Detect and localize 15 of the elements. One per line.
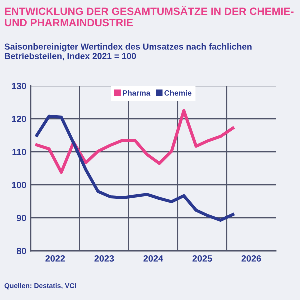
y-tick-label: 130 [12,83,26,90]
line-series [35,114,235,222]
y-tick-label: 100 [12,182,26,188]
y-tick-label: 120 [12,116,26,122]
x-tick-label: 2026 [242,256,262,262]
y-tick-label: 80 [16,248,26,254]
x-tick-label: 2025 [192,256,212,262]
x-tick-label: 2023 [94,256,114,262]
x-tick-label: 2024 [144,256,164,262]
y-tick-label: 110 [12,149,26,156]
line-series [35,109,235,174]
x-tick-label: 2022 [46,256,66,262]
chart-title: ENTWICKLUNG DER GESAMTUMSÄTZE IN DER CHEMIE- UND PHARMAINDUSTRIE [5,6,294,27]
y-tick-label: 90 [17,215,26,222]
chart-subtitle: Saisonbereinigter Wertindex des Umsatzes nach fachlichen Betriebsteilen, Index 2021 = 100 [4,44,252,61]
